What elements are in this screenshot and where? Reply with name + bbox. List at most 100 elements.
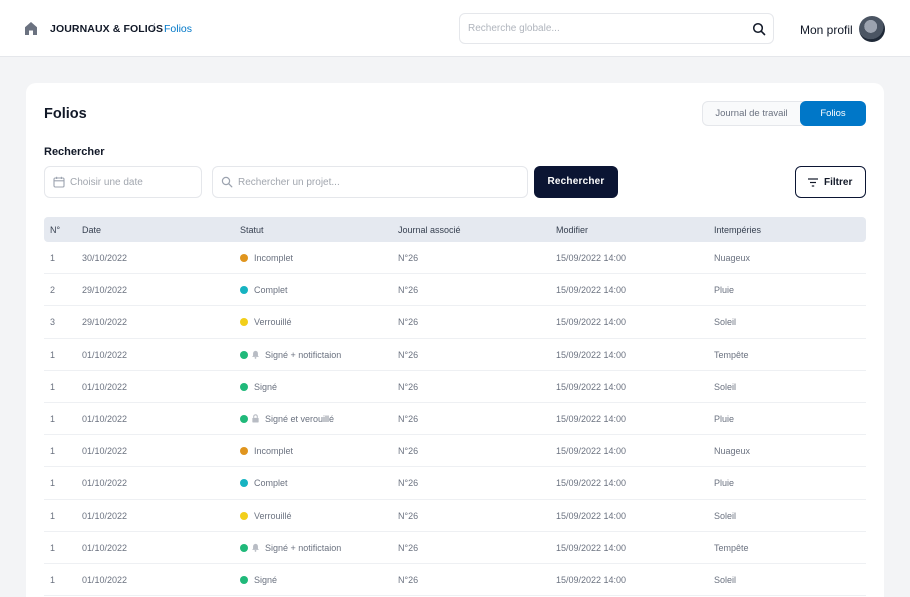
cell-journal: N°26 — [398, 542, 419, 553]
cell-weather: Soleil — [714, 381, 737, 392]
status-label: Incomplet — [254, 446, 294, 457]
cell-weather: Nuageux — [714, 253, 751, 263]
cell-date: 01/10/2022 — [82, 542, 128, 553]
top-bar: JOURNAUX & FOLIOS / Folios Mon profil — [0, 0, 910, 57]
status-dot — [240, 447, 248, 456]
cell-weather: Pluie — [714, 478, 735, 489]
table-row[interactable]: 1 01/10/2022 Signé N°26 15/09/2022 14:00… — [44, 564, 866, 597]
status-label: Verrouillé — [254, 510, 292, 521]
table-row[interactable]: 1 01/10/2022 Incomplet N°26 15/09/2022 1… — [44, 435, 866, 468]
avatar[interactable] — [859, 16, 885, 42]
cell-journal: N°26 — [398, 446, 419, 457]
bell-icon — [252, 350, 259, 359]
folios-card: Folios Journal de travail Folios Recherc… — [26, 83, 884, 597]
status-label: Complet — [254, 478, 288, 489]
table-row[interactable]: 1 01/10/2022 Signé + notifictaion N°26 1… — [44, 532, 866, 564]
column-header-status[interactable]: Statut — [240, 225, 264, 235]
cell-weather: Pluie — [714, 413, 735, 424]
table-row[interactable]: 1 30/10/2022 Incomplet N°26 15/09/2022 1… — [44, 242, 866, 275]
status-label: Signé + notifictaion — [265, 542, 342, 553]
tab-folios[interactable]: Folios — [800, 101, 866, 126]
profile-link[interactable]: Mon profil — [800, 23, 853, 37]
breadcrumb-current: Folios — [164, 23, 193, 35]
status-label: Verrouillé — [254, 317, 292, 328]
filter-button[interactable]: Filtrer — [795, 166, 866, 198]
column-header-weather[interactable]: Intempéries — [714, 225, 762, 235]
date-picker-field — [44, 166, 202, 198]
cell-modified: 15/09/2022 14:00 — [556, 253, 627, 263]
table-row[interactable]: 1 01/10/2022 Signé + notifictaion N°26 1… — [44, 339, 866, 371]
cell-number: 1 — [50, 510, 56, 521]
cell-modified: 15/09/2022 14:00 — [556, 413, 627, 424]
cell-journal: N°26 — [398, 574, 419, 585]
breadcrumb-section[interactable]: JOURNAUX & FOLIOS — [50, 23, 164, 35]
status-dot — [240, 318, 248, 327]
table-row[interactable]: 3 29/10/2022 Verrouillé N°26 15/09/2022 … — [44, 306, 866, 339]
page-title: Folios — [44, 106, 87, 122]
tab-journal-de-travail[interactable]: Journal de travail — [715, 108, 788, 119]
cell-modified: 15/09/2022 14:00 — [556, 446, 627, 457]
cell-journal: N°26 — [398, 510, 419, 521]
cell-journal: N°26 — [398, 478, 419, 489]
cell-status: Verrouillé — [240, 317, 292, 327]
cell-modified: 15/09/2022 14:00 — [556, 381, 627, 392]
cell-number: 3 — [50, 317, 56, 328]
cell-journal: N°26 — [398, 285, 419, 296]
cell-number: 1 — [50, 381, 56, 392]
cell-number: 1 — [50, 253, 56, 263]
cell-number: 2 — [50, 285, 56, 296]
cell-date: 01/10/2022 — [82, 381, 128, 392]
search-icon[interactable] — [752, 22, 766, 36]
table-row[interactable]: 2 29/10/2022 Complet N°26 15/09/2022 14:… — [44, 274, 866, 307]
cell-number: 1 — [50, 349, 56, 360]
global-search-input[interactable] — [468, 14, 738, 43]
cell-date: 01/10/2022 — [82, 574, 128, 585]
cell-journal: N°26 — [398, 413, 419, 424]
date-input[interactable] — [70, 167, 195, 197]
table-header: N° Date Statut Journal associé Modifier … — [44, 217, 866, 242]
table-row[interactable]: 1 01/10/2022 Signé et verouillé N°26 15/… — [44, 403, 866, 436]
status-dot — [240, 254, 248, 262]
table-body: 1 30/10/2022 Incomplet N°26 15/09/2022 1… — [44, 242, 866, 597]
cell-modified: 15/09/2022 14:00 — [556, 285, 627, 296]
column-header-journal[interactable]: Journal associé — [398, 225, 461, 235]
column-header-number[interactable]: N° — [50, 225, 61, 235]
filter-icon — [808, 178, 818, 187]
breadcrumb-separator: / — [152, 22, 156, 34]
cell-status: Signé — [240, 575, 277, 585]
status-dot — [240, 350, 248, 359]
cell-journal: N°26 — [398, 253, 419, 263]
project-search-input[interactable] — [238, 167, 518, 197]
cell-status: Incomplet — [240, 253, 293, 263]
cell-status: Signé et verouillé — [240, 414, 334, 424]
search-button[interactable]: Rechercher — [534, 166, 618, 198]
search-icon — [221, 176, 233, 188]
table-row[interactable]: 1 01/10/2022 Verrouillé N°26 15/09/2022 … — [44, 500, 866, 532]
cell-number: 1 — [50, 478, 56, 489]
cell-status: Complet — [240, 285, 288, 295]
column-header-date[interactable]: Date — [82, 225, 102, 235]
home-icon[interactable] — [23, 20, 39, 36]
cell-date: 01/10/2022 — [82, 413, 128, 424]
cell-modified: 15/09/2022 14:00 — [556, 478, 627, 489]
column-header-modified[interactable]: Modifier — [556, 225, 589, 235]
cell-modified: 15/09/2022 14:00 — [556, 542, 627, 553]
cell-journal: N°26 — [398, 317, 419, 328]
status-dot — [240, 511, 248, 520]
cell-weather: Soleil — [714, 317, 737, 328]
status-dot — [240, 575, 248, 584]
status-dot — [240, 286, 248, 295]
cell-journal: N°26 — [398, 349, 419, 360]
table-row[interactable]: 1 01/10/2022 Signé N°26 15/09/2022 14:00… — [44, 371, 866, 403]
cell-weather: Tempête — [714, 542, 749, 553]
cell-date: 01/10/2022 — [82, 349, 128, 360]
cell-status: Signé — [240, 382, 277, 392]
cell-number: 1 — [50, 413, 56, 424]
cell-weather: Pluie — [714, 285, 735, 296]
cell-journal: N°26 — [398, 381, 419, 392]
table-row[interactable]: 1 01/10/2022 Complet N°26 15/09/2022 14:… — [44, 467, 866, 500]
status-label: Incomplet — [254, 253, 294, 263]
status-label: Signé + notifictaion — [265, 349, 342, 360]
cell-weather: Tempête — [714, 349, 749, 360]
search-section-label: Rechercher — [44, 146, 105, 158]
